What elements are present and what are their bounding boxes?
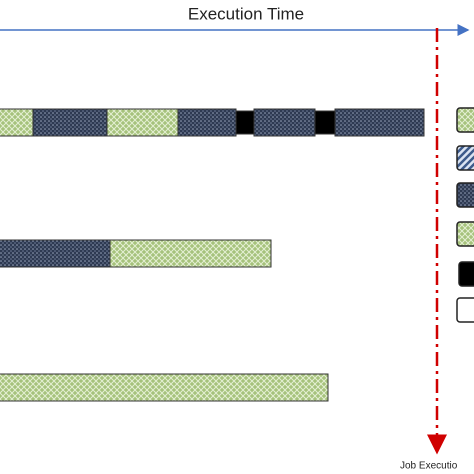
legend-swatch	[458, 261, 474, 287]
legend	[456, 107, 474, 323]
segment	[0, 373, 329, 402]
segment	[0, 108, 34, 137]
segment	[334, 108, 425, 137]
segment	[109, 239, 272, 268]
legend-swatch	[456, 297, 474, 323]
legend-swatch	[456, 107, 474, 133]
segment	[253, 108, 316, 137]
legend-swatch	[456, 221, 474, 247]
legend-swatch	[456, 145, 474, 171]
segment	[32, 108, 108, 137]
segment	[177, 108, 237, 137]
row-1	[0, 108, 425, 137]
segment	[314, 110, 336, 135]
segment	[235, 110, 255, 135]
row-2	[0, 239, 272, 268]
title: Execution Time	[188, 4, 304, 23]
legend-swatch	[456, 182, 474, 208]
segment	[0, 239, 111, 268]
deadline-label: Job Executio	[400, 461, 458, 472]
row-3	[0, 373, 329, 402]
segment	[106, 108, 179, 137]
